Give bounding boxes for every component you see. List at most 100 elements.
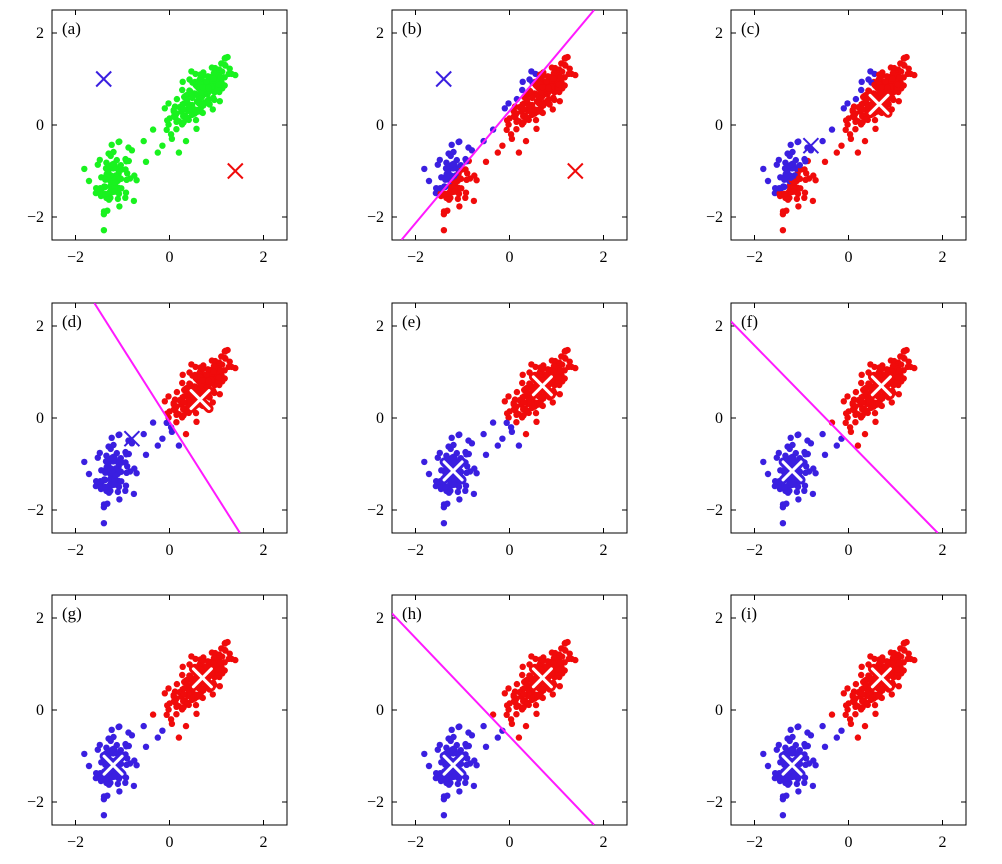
data-point bbox=[844, 100, 851, 107]
data-point bbox=[165, 393, 172, 400]
x-tick-label: 2 bbox=[600, 542, 608, 559]
y-tick-label: −2 bbox=[367, 794, 384, 811]
data-point bbox=[801, 194, 808, 201]
x-tick-label: 2 bbox=[600, 249, 608, 266]
data-point bbox=[454, 780, 462, 788]
data-point bbox=[210, 75, 217, 83]
data-point bbox=[456, 788, 463, 795]
panel-g: −2 0 2 −2 0 2 (g) bbox=[27, 594, 288, 851]
data-point bbox=[122, 189, 130, 196]
data-point bbox=[501, 105, 508, 112]
data-point bbox=[838, 142, 845, 149]
data-point bbox=[149, 126, 157, 133]
points-group bbox=[421, 638, 579, 819]
data-point bbox=[888, 399, 895, 406]
data-point bbox=[116, 203, 123, 210]
y-tick-label: 2 bbox=[376, 318, 384, 335]
data-point bbox=[205, 84, 212, 92]
data-point bbox=[884, 84, 891, 92]
data-point bbox=[796, 162, 803, 169]
centroid-red-marker bbox=[865, 90, 893, 118]
data-point bbox=[193, 710, 200, 717]
data-point bbox=[520, 690, 527, 698]
data-point bbox=[889, 654, 897, 662]
data-point bbox=[783, 207, 790, 214]
data-point bbox=[107, 445, 114, 453]
data-point bbox=[209, 691, 216, 698]
data-point bbox=[142, 158, 150, 165]
data-point bbox=[179, 86, 186, 94]
data-point bbox=[453, 156, 460, 164]
data-point bbox=[142, 451, 150, 458]
data-point bbox=[440, 520, 448, 527]
data-point bbox=[802, 761, 809, 768]
data-point bbox=[515, 149, 523, 156]
data-point bbox=[840, 105, 847, 112]
data-point bbox=[532, 116, 540, 124]
data-point bbox=[859, 105, 866, 113]
data-point bbox=[544, 366, 552, 373]
data-point bbox=[206, 100, 213, 108]
centroid-red-marker bbox=[567, 162, 584, 180]
data-point bbox=[470, 490, 478, 498]
data-point bbox=[210, 362, 218, 370]
data-point bbox=[116, 175, 124, 182]
data-point bbox=[862, 681, 870, 689]
data-point bbox=[889, 362, 897, 370]
data-point bbox=[210, 654, 218, 662]
panel-label: (d) bbox=[62, 312, 82, 331]
points-group bbox=[421, 346, 579, 527]
data-point bbox=[842, 126, 849, 133]
data-point bbox=[489, 419, 497, 426]
data-point bbox=[792, 741, 799, 749]
data-point bbox=[862, 389, 870, 397]
data-point bbox=[801, 482, 809, 489]
y-tick-label: −2 bbox=[27, 209, 44, 226]
data-point bbox=[109, 161, 117, 168]
data-point bbox=[499, 142, 506, 149]
data-point bbox=[854, 734, 862, 741]
data-point bbox=[882, 78, 889, 85]
data-point bbox=[896, 74, 903, 81]
data-point bbox=[168, 428, 176, 435]
centroid-red-marker bbox=[188, 664, 216, 692]
data-point bbox=[819, 137, 826, 145]
x-tick-label: 0 bbox=[506, 542, 514, 559]
data-point bbox=[175, 149, 183, 156]
data-point bbox=[561, 348, 568, 355]
data-point bbox=[550, 654, 558, 662]
panel-i: −2 0 2 −2 0 2 (i) bbox=[706, 594, 967, 851]
data-point bbox=[149, 711, 157, 718]
data-point bbox=[544, 658, 552, 665]
data-point bbox=[529, 94, 536, 102]
data-point bbox=[894, 81, 901, 89]
data-point bbox=[865, 380, 872, 387]
data-point bbox=[116, 138, 123, 145]
data-point bbox=[192, 701, 200, 709]
data-point bbox=[473, 470, 480, 477]
centroid-red-marker bbox=[528, 372, 556, 400]
data-point bbox=[102, 176, 109, 183]
data-point bbox=[795, 723, 802, 730]
data-point bbox=[889, 75, 896, 83]
data-point bbox=[499, 727, 506, 734]
data-point bbox=[96, 741, 104, 749]
data-point bbox=[436, 449, 443, 457]
data-point bbox=[463, 176, 470, 183]
data-point bbox=[105, 781, 113, 788]
data-point bbox=[871, 409, 879, 417]
data-point bbox=[858, 371, 865, 378]
data-point bbox=[108, 726, 115, 733]
data-point bbox=[197, 382, 205, 389]
data-point bbox=[522, 722, 530, 730]
data-point bbox=[210, 368, 217, 375]
data-point bbox=[550, 75, 557, 83]
data-point bbox=[872, 710, 879, 717]
data-point bbox=[199, 72, 206, 80]
data-point bbox=[508, 720, 516, 727]
data-point bbox=[440, 812, 448, 819]
data-point bbox=[463, 469, 470, 476]
data-point bbox=[501, 690, 508, 697]
y-tick-label: 2 bbox=[715, 318, 723, 335]
data-point bbox=[130, 490, 138, 498]
